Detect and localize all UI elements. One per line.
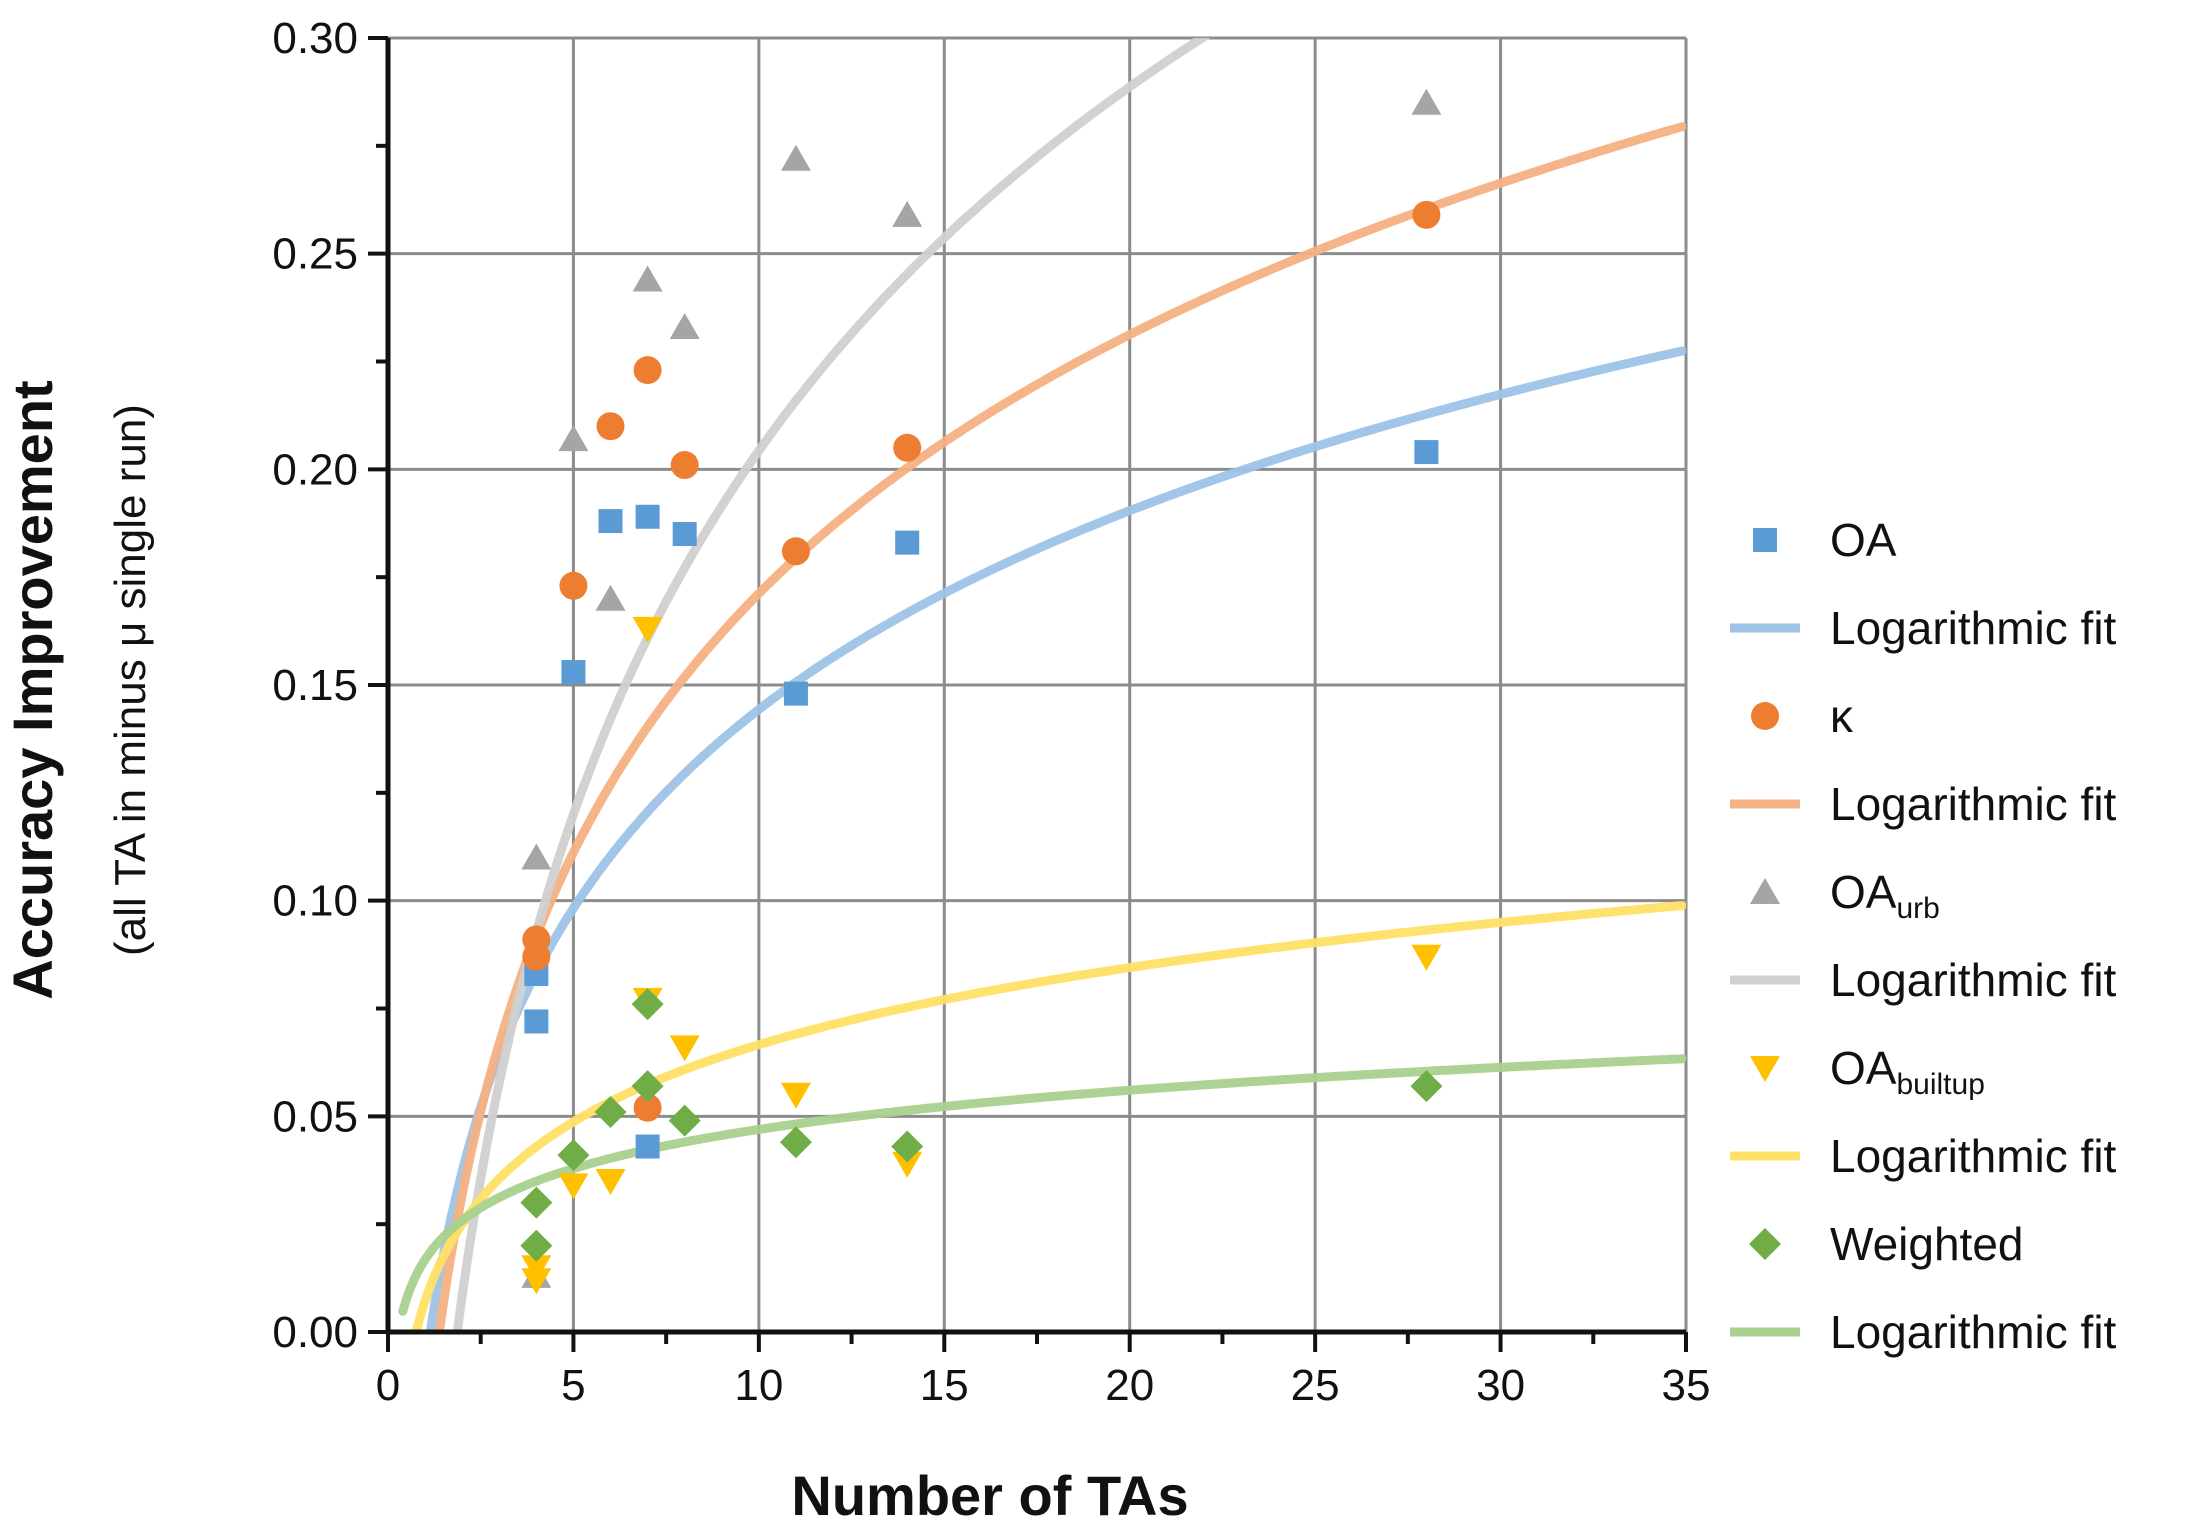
legend-label: OAurb [1830,866,1940,925]
data-point [892,200,923,227]
axes [368,36,1688,1352]
legend-label: OAbuiltup [1830,1042,1985,1101]
x-tick-label: 15 [920,1361,969,1410]
legend-marker [1750,1056,1780,1082]
legend-label: Weighted [1830,1218,2024,1270]
data-point [558,1173,589,1200]
fit-line-- [434,122,1686,1332]
legend-label: κ [1830,690,1854,742]
data-point [557,1139,590,1172]
data-point [779,1126,812,1159]
data-point [781,537,810,566]
data-point [783,681,808,706]
data-point [892,1151,923,1178]
data-point [598,509,623,534]
x-tick-label: 30 [1476,1361,1525,1410]
data-point [780,144,811,171]
data-point [522,942,551,971]
legend-fit-label: Logarithmic fit [1830,1130,2117,1182]
data-point [559,571,588,600]
fit-line-weighted [398,1054,1686,1316]
x-tick-label: 0 [376,1361,400,1410]
data-point [1414,440,1439,465]
data-point [520,1229,553,1262]
data-point [670,451,699,480]
legend-label: OA [1830,514,1897,566]
legend-marker [1751,702,1779,730]
data-point [594,1096,627,1129]
legend-marker [1753,528,1777,552]
y-tick-label: 0.05 [272,1092,358,1141]
x-tick-label: 25 [1291,1361,1340,1410]
data-point [780,1082,811,1109]
legend: OA Logarithmic fit κ Logarithmic fit OAurb Lo… [1730,514,2117,1358]
data-point [631,1070,664,1103]
fit-line-urb [452,38,1211,1332]
data-point [893,433,922,462]
data-point [595,1169,626,1196]
data-point [521,843,552,870]
x-tick-label: 5 [561,1361,585,1410]
y-axis-subtitle: (all TA in minus μ single run) [106,404,155,956]
data-point [520,1186,553,1219]
data-points [520,88,1443,1295]
fit-line-builtup [411,901,1686,1332]
data-point [1411,944,1442,971]
x-tick-label: 35 [1662,1361,1711,1410]
y-tick-label: 0.20 [272,445,358,494]
data-point [1410,1070,1443,1103]
data-point [635,1134,660,1159]
data-point [558,425,589,452]
data-point [895,530,920,555]
legend-marker [1749,1228,1781,1260]
data-point [1412,200,1441,229]
data-point [669,312,700,339]
y-tick-label: 0.00 [272,1308,358,1357]
data-point [521,1268,552,1295]
legend-fit-label: Logarithmic fit [1830,954,2117,1006]
gridlines [388,36,1688,1332]
data-point [632,616,663,643]
data-point [632,265,663,292]
data-point [596,412,625,441]
data-point [672,522,697,547]
data-point [635,504,660,529]
data-point [669,1035,700,1062]
x-axis-title: Number of TAs [791,1464,1188,1523]
x-tick-label: 20 [1105,1361,1154,1410]
tick-labels: 0 5 10 15 20 25 30 35 0.00 0.05 0.10 0.15 0.20 0.25 0.… [272,14,1710,1410]
data-point [1411,88,1442,115]
legend-fit-label: Logarithmic fit [1830,1306,2117,1358]
fit-line-oa [425,346,1686,1332]
legend-fit-label: Logarithmic fit [1830,602,2117,654]
data-point [668,1104,701,1137]
y-tick-label: 0.25 [272,230,358,279]
data-point [561,660,586,685]
y-tick-label: 0.15 [272,661,358,710]
data-point [633,356,662,385]
legend-fit-label: Logarithmic fit [1830,778,2117,830]
data-point [524,1009,549,1034]
data-point [595,584,626,611]
fit-curves [398,38,1686,1332]
data-point [631,988,664,1021]
data-point [891,1130,924,1163]
y-tick-label: 0.30 [272,14,358,63]
x-tick-label: 10 [734,1361,783,1410]
legend-marker [1750,878,1780,904]
y-tick-label: 0.10 [272,877,358,926]
y-axis-title: Accuracy Improvement [1,380,64,999]
data-point [633,1093,662,1122]
